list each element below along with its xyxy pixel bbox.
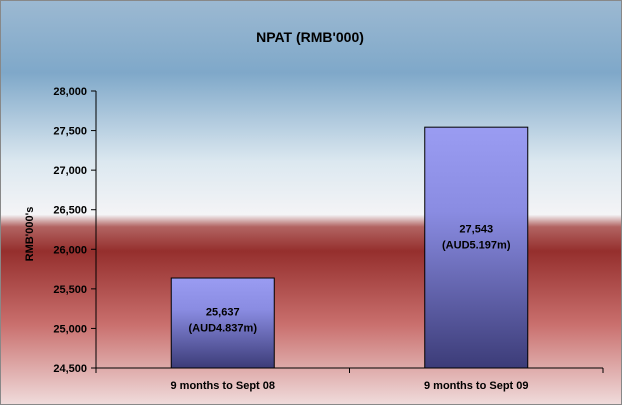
bar [424,126,529,369]
x-tick-label: 9 months to Sept 09 [424,380,529,392]
bar-aud-label: (AUD4.837m) [189,323,258,335]
y-tick-label: 25,500 [53,284,87,296]
chart-title: NPAT (RMB'000) [256,29,364,45]
y-axis-label: RMB'000's [24,207,36,262]
bar-value-label: 27,543 [459,224,493,236]
bar-value-label: 25,637 [206,307,240,319]
bar-aud-label: (AUD5.197m) [442,240,511,252]
y-tick-label: 25,000 [53,323,87,335]
bar [170,277,275,369]
y-tick-label: 27,000 [53,165,87,177]
y-tick-label: 28,000 [53,86,87,98]
y-tick-label: 27,500 [53,126,87,138]
x-tick-label: 9 months to Sept 08 [170,380,275,392]
y-tick-label: 26,000 [53,244,87,256]
y-tick-label: 26,500 [53,205,87,217]
y-tick-label: 24,500 [53,363,87,375]
